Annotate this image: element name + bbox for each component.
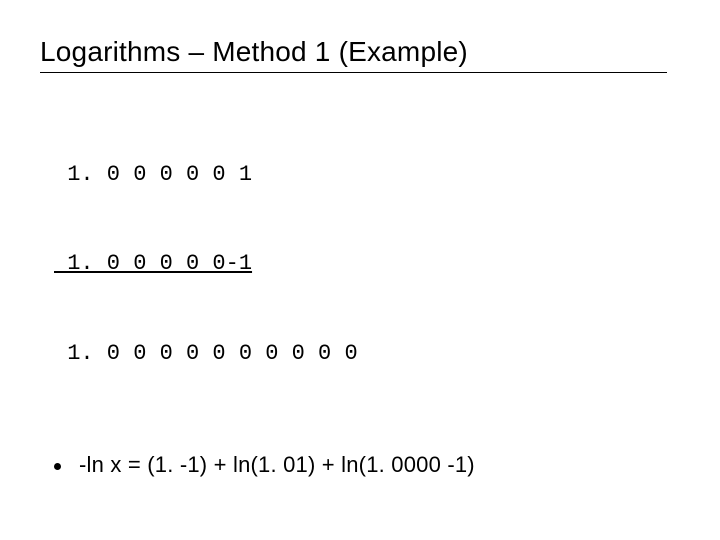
calculation-block: 1. 0 0 0 0 0 1 1. 0 0 0 0 0-1 1. 0 0 0 0… <box>54 101 680 428</box>
mono-line-3: 1. 0 0 0 0 0 0 0 0 0 0 <box>54 339 680 369</box>
bullet-item: -ln x = (1. -1) + ln(1. 01) + ln(1. 0000… <box>54 452 680 478</box>
bullet-icon <box>54 463 61 470</box>
title-underline <box>40 72 667 73</box>
slide: Logarithms – Method 1 (Example) 1. 0 0 0… <box>0 0 720 540</box>
page-title: Logarithms – Method 1 (Example) <box>40 36 680 68</box>
bullet-text: -ln x = (1. -1) + ln(1. 01) + ln(1. 0000… <box>79 452 475 478</box>
mono-line-1: 1. 0 0 0 0 0 1 <box>54 160 680 190</box>
mono-line-2: 1. 0 0 0 0 0-1 <box>54 249 680 279</box>
